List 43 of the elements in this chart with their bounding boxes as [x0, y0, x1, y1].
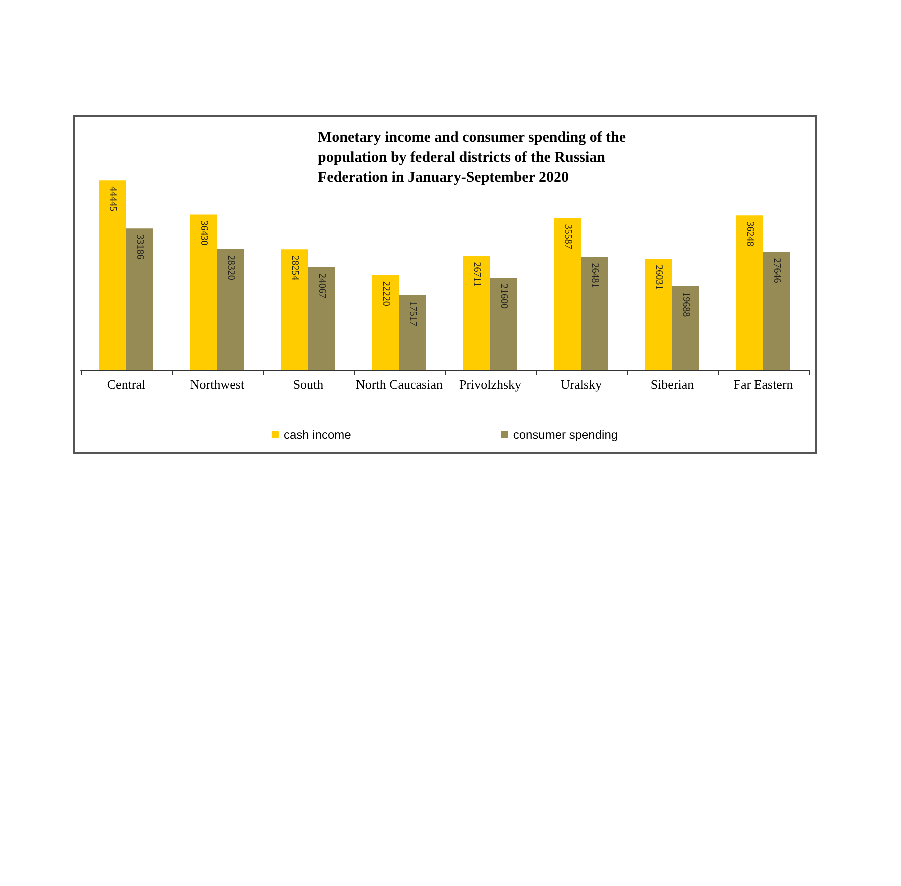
bar [672, 286, 700, 370]
data-label: 26031 [654, 265, 664, 290]
x-tick-label: Privolzhsky [459, 377, 522, 392]
bar [736, 216, 764, 370]
data-label: 21600 [498, 284, 510, 309]
data-label: 24067 [316, 273, 328, 298]
bar [190, 214, 218, 370]
bar [490, 278, 518, 370]
legend-label: cash income [284, 428, 352, 442]
data-label: 22220 [380, 281, 392, 306]
chart-title: Monetary income and consumer spending of the population by federal districts of the Russian Federation in January-September 2020 [318, 130, 630, 186]
data-label: 27646 [772, 258, 782, 284]
bar [646, 259, 672, 370]
legend-label: consumer spending [513, 428, 618, 442]
bar [582, 257, 608, 370]
bar [218, 249, 244, 370]
data-label: 26481 [590, 263, 600, 288]
bar [464, 256, 490, 370]
data-label: 44445 [108, 186, 118, 212]
data-label: 28254 [290, 256, 300, 281]
data-label: 36248 [744, 222, 756, 247]
x-tick-label: South [293, 377, 324, 392]
data-label: 17517 [408, 301, 418, 326]
bar [554, 218, 582, 370]
x-tick-label: Northwest [190, 377, 245, 392]
bar [282, 250, 308, 370]
bar [126, 228, 154, 370]
bar [308, 267, 336, 370]
bar [400, 295, 426, 370]
x-tick-label: Uralsky [560, 377, 603, 392]
data-label: 28320 [226, 255, 236, 280]
data-label: 26711 [472, 262, 482, 287]
x-tick-label: Far Eastern [734, 377, 794, 392]
data-label: 35587 [562, 224, 574, 250]
data-label: 33186 [134, 234, 146, 260]
bar [372, 275, 400, 370]
x-tick-label: North Caucasian [356, 377, 444, 392]
data-label: 36430 [198, 220, 210, 246]
data-label: 19688 [680, 292, 692, 318]
x-tick-label: Central [107, 377, 146, 392]
bar [764, 252, 790, 370]
x-tick-label: Siberian [650, 377, 695, 392]
bar [100, 180, 126, 370]
